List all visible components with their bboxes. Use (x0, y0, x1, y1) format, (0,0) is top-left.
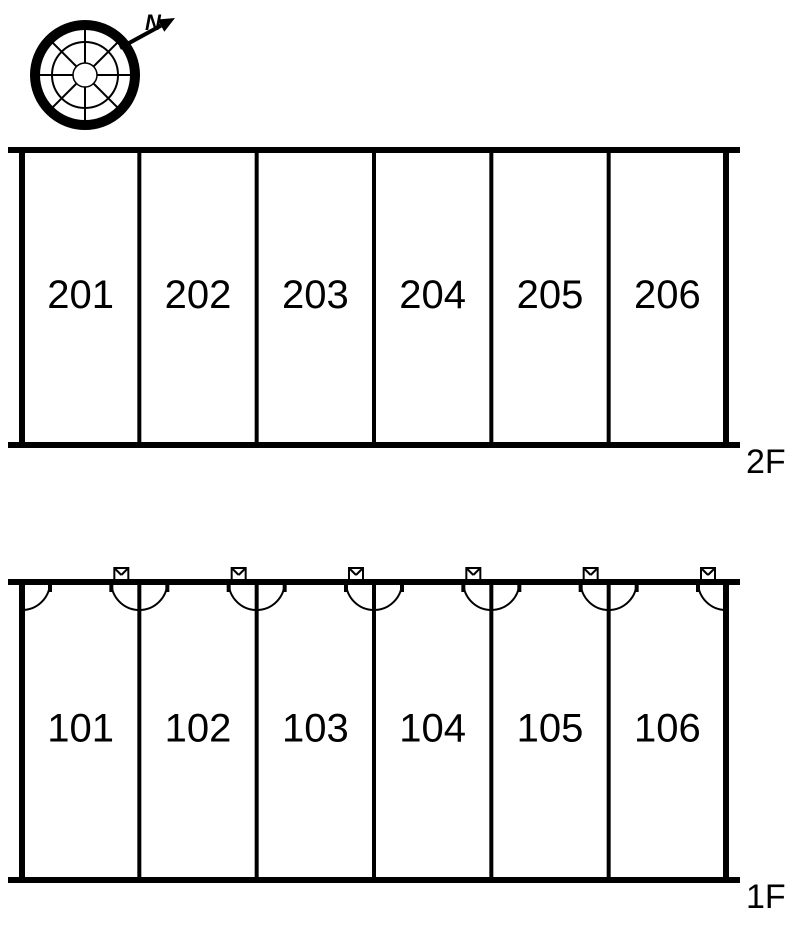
door-swing-icon (22, 582, 50, 610)
room-label: 105 (517, 707, 584, 751)
room-label: 203 (282, 273, 349, 317)
door-swing-icon (698, 582, 726, 610)
room-label: 205 (517, 273, 584, 317)
door-swing-icon (374, 582, 402, 610)
door-swing-icon (581, 582, 609, 610)
floor-label: 1F (746, 878, 786, 916)
room-label: 104 (399, 707, 466, 751)
room-label: 101 (47, 707, 114, 751)
door-swing-icon (463, 582, 491, 610)
door-swing-icon (257, 582, 285, 610)
room-label: 103 (282, 707, 349, 751)
floor-1F: 101 102 103 104 105 106 1F (8, 568, 786, 916)
compass-north-label: N (145, 10, 162, 35)
room-label: 102 (165, 707, 232, 751)
room-label: 202 (165, 273, 232, 317)
door-swing-icon (139, 582, 167, 610)
door-swing-icon (609, 582, 637, 610)
door-swing-icon (491, 582, 519, 610)
room-label: 206 (634, 273, 701, 317)
room-label: 201 (47, 273, 114, 317)
door-swing-icon (111, 582, 139, 610)
door-swing-icon (229, 582, 257, 610)
room-label: 204 (399, 273, 466, 317)
floor-2F: 201 202 203 204 205 206 2F (8, 150, 786, 481)
floorplan-diagram: N2012022032042052062F1011021031041051061… (0, 0, 800, 940)
room-label: 106 (634, 707, 701, 751)
compass-icon: N (35, 10, 175, 125)
door-swing-icon (346, 582, 374, 610)
floor-label: 2F (746, 443, 786, 481)
